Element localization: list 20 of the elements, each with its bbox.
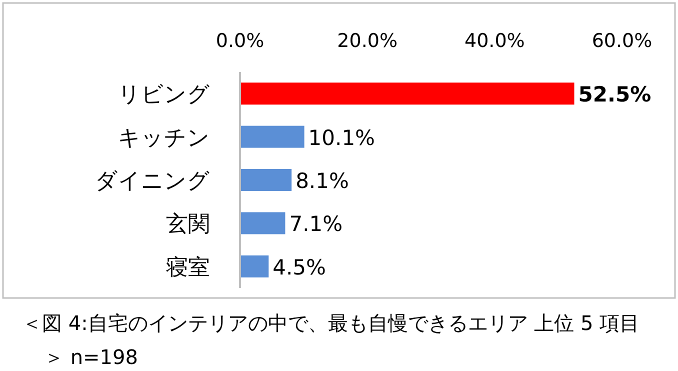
bar bbox=[240, 255, 269, 278]
data-label: 4.5% bbox=[272, 255, 326, 280]
x-tick-label: 40.0% bbox=[464, 30, 525, 52]
data-label: 7.1% bbox=[289, 212, 343, 236]
bar bbox=[240, 212, 286, 234]
bar bbox=[240, 126, 304, 148]
y-tick-label: 寝室 bbox=[166, 255, 210, 280]
y-tick-label: ダイニング bbox=[95, 169, 210, 194]
bar bbox=[240, 169, 292, 191]
y-tick-label: キッチン bbox=[118, 126, 210, 151]
data-label: 10.1% bbox=[308, 126, 376, 150]
x-tick-label: 0.0% bbox=[216, 30, 264, 52]
text: ＜図 4:自宅のインテリアの中で、最も自慢できるエリア 上位 5 項目＞ n=198 bbox=[22, 310, 641, 371]
x-tick-label: 20.0% bbox=[337, 30, 398, 52]
x-tick-label: 60.0% bbox=[592, 30, 652, 52]
data-label: 52.5% bbox=[578, 82, 652, 107]
data-label: 8.1% bbox=[296, 169, 349, 193]
y-tick-label: リビング bbox=[118, 82, 210, 108]
y-tick-label: 玄関 bbox=[166, 212, 210, 238]
bar bbox=[240, 82, 574, 105]
